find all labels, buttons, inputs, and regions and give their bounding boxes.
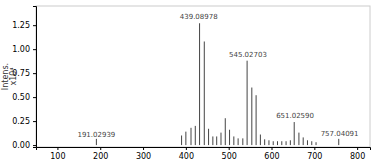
peak bbox=[216, 136, 217, 145]
y-axis-tick-mark bbox=[33, 73, 36, 74]
x-axis-tick-label: 500 bbox=[222, 152, 237, 161]
chart: 1002003004005006007008000.000.250.500.75… bbox=[0, 0, 378, 164]
peak bbox=[195, 126, 196, 145]
x-axis-tick-mark bbox=[57, 147, 58, 150]
annotations: 191.02939 439.08978 545.02703 651.02590 757.… bbox=[77, 13, 358, 139]
plot: 1002003004005006007008000.000.250.500.75… bbox=[12, 6, 370, 161]
x-axis-tick: 700 bbox=[307, 147, 322, 161]
peak bbox=[229, 130, 230, 145]
y-axis-tick-mark bbox=[33, 49, 36, 50]
x-axis-tick: 100 bbox=[50, 147, 65, 161]
y-axis-tick-label: 1.25 bbox=[12, 21, 30, 30]
x-axis-tick-mark bbox=[314, 147, 315, 150]
peak bbox=[199, 23, 200, 145]
y-axis-tick-mark bbox=[33, 121, 36, 122]
peak bbox=[96, 139, 97, 145]
x-axis-tick-label: 600 bbox=[264, 152, 279, 161]
x-axis-tick-mark bbox=[143, 147, 144, 150]
y-axis-tick: 0.50 bbox=[12, 93, 36, 102]
peak bbox=[191, 128, 192, 145]
peak bbox=[233, 136, 234, 145]
peak bbox=[277, 141, 278, 145]
peak bbox=[281, 141, 282, 145]
peak bbox=[303, 137, 304, 145]
peak bbox=[185, 132, 186, 145]
peak bbox=[256, 95, 257, 145]
y-axis-tick-mark bbox=[33, 25, 36, 26]
peak bbox=[260, 135, 261, 146]
peak bbox=[338, 139, 339, 145]
y-axis-tick-label: 0.50 bbox=[12, 93, 30, 102]
x-axis-tick-label: 200 bbox=[93, 152, 108, 161]
x-axis-tick-label: 700 bbox=[307, 152, 322, 161]
x-axis: 100 200 300 400 500 600 700 800 bbox=[37, 147, 371, 161]
peak bbox=[290, 140, 291, 145]
peak-label: 439.08978 bbox=[180, 13, 218, 21]
y-axis-tick-label: 1.00 bbox=[12, 45, 30, 54]
y-axis-tick-mark bbox=[33, 145, 36, 146]
y-axis-tick: 1.00 bbox=[12, 45, 36, 54]
peak bbox=[247, 61, 248, 145]
x-axis-tick-mark bbox=[272, 147, 273, 150]
x-axis-line bbox=[37, 148, 371, 151]
x-axis-tick-mark bbox=[100, 147, 101, 150]
peak bbox=[294, 122, 295, 145]
x-axis-tick-label: 800 bbox=[350, 152, 365, 161]
peak bbox=[220, 133, 221, 145]
x-axis-tick: 400 bbox=[179, 147, 194, 161]
peak bbox=[311, 141, 312, 145]
x-axis-tick-label: 300 bbox=[136, 152, 151, 161]
y-axis-line bbox=[33, 7, 37, 148]
peak bbox=[316, 142, 317, 145]
peak bbox=[307, 140, 308, 145]
y-axis-title: Intens.x10⁴ bbox=[1, 63, 18, 90]
x-axis-tick-mark bbox=[186, 147, 187, 150]
peak bbox=[264, 139, 265, 145]
x-axis-tick-label: 400 bbox=[179, 152, 194, 161]
peak bbox=[225, 118, 226, 145]
x-axis-tick-mark bbox=[357, 147, 358, 150]
x-axis-tick: 800 bbox=[350, 147, 365, 161]
peak bbox=[268, 140, 269, 145]
x-axis-tick: 500 bbox=[222, 147, 237, 161]
peak bbox=[212, 136, 213, 145]
y-axis-tick-label: 0.25 bbox=[12, 117, 30, 126]
x-axis-tick-mark bbox=[229, 147, 230, 150]
x-axis-tick-label: 100 bbox=[50, 152, 65, 161]
peak-label: 191.02939 bbox=[77, 131, 115, 139]
y-axis-tick: 0.00 bbox=[12, 141, 36, 150]
y-axis-tick-mark bbox=[33, 97, 36, 98]
y-axis-tick: 0.25 bbox=[12, 117, 36, 126]
peak bbox=[286, 141, 287, 145]
x-axis-tick: 600 bbox=[264, 147, 279, 161]
y-axis-tick-label: 0.00 bbox=[12, 141, 30, 150]
peak bbox=[204, 41, 205, 145]
peak bbox=[181, 135, 182, 145]
peak bbox=[251, 88, 252, 146]
peak bbox=[242, 138, 243, 145]
peak-label: 651.02590 bbox=[276, 112, 314, 120]
peak bbox=[273, 141, 274, 145]
y-axis-tick: 1.25 bbox=[12, 21, 36, 30]
plot-frame bbox=[36, 6, 370, 147]
peak bbox=[238, 138, 239, 145]
peak-label: 757.04091 bbox=[321, 130, 359, 138]
x-axis-tick: 300 bbox=[136, 147, 151, 161]
peak-label: 545.02703 bbox=[229, 51, 267, 59]
peaks bbox=[96, 23, 338, 145]
y-axis-title-line: x10⁴ bbox=[9, 67, 18, 85]
x-axis-tick: 200 bbox=[93, 147, 108, 161]
peak bbox=[208, 129, 209, 145]
peak bbox=[298, 133, 299, 145]
